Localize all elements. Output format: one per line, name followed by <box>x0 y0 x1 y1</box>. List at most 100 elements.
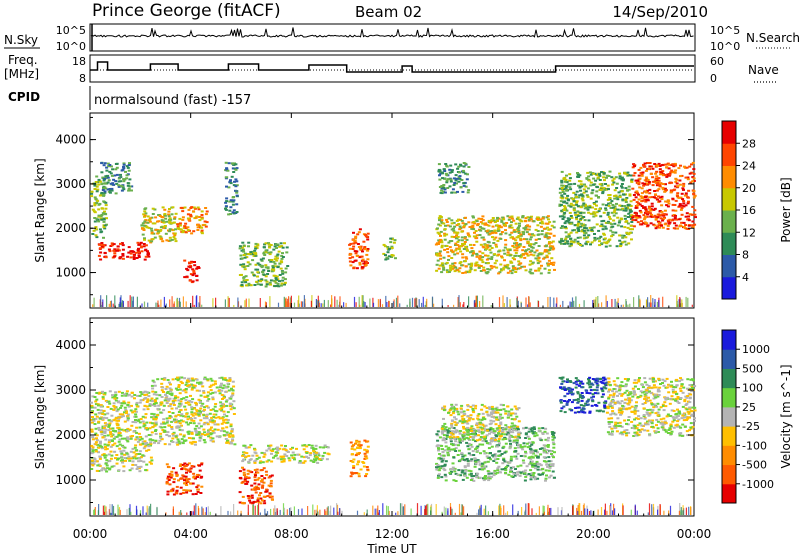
echo-cell <box>110 465 114 468</box>
echo-cell <box>443 238 447 241</box>
echo-cell <box>536 451 539 454</box>
ground-scatter-mark <box>476 295 478 307</box>
echo-cell <box>192 419 196 422</box>
echo-cell <box>162 418 166 421</box>
ground-scatter-mark <box>102 299 104 307</box>
echo-cell <box>116 245 120 248</box>
echo-cell <box>671 171 675 174</box>
echo-cell <box>263 477 267 480</box>
echo-cell <box>189 421 193 424</box>
echo-cell <box>260 475 264 477</box>
echo-cell <box>203 431 207 434</box>
echo-cell <box>166 475 170 478</box>
echo-cell <box>435 433 439 436</box>
colorbar-tick-label: 4 <box>742 271 749 284</box>
echo-cell <box>633 172 637 174</box>
echo-cell <box>101 390 104 393</box>
ground-scatter-mark <box>479 301 481 307</box>
echo-cell <box>626 189 630 192</box>
echo-cell <box>643 162 647 165</box>
echo-cell <box>110 189 114 192</box>
echo-cell <box>364 475 368 478</box>
echo-cell <box>276 257 279 260</box>
echo-cell <box>446 448 450 451</box>
echo-cell <box>192 206 196 209</box>
echo-cell <box>98 456 102 459</box>
echo-cell <box>220 407 224 409</box>
echo-cell <box>567 204 571 207</box>
echo-cell <box>449 178 453 181</box>
echo-cell <box>452 229 456 232</box>
ground-scatter-mark <box>339 296 341 307</box>
echo-cell <box>112 178 116 181</box>
echo-cell <box>139 418 143 420</box>
echo-cell <box>673 222 677 225</box>
echo-cell <box>358 263 362 266</box>
echo-cell <box>318 446 322 449</box>
echo-cell <box>482 246 486 249</box>
echo-cell <box>138 450 142 453</box>
echo-cell <box>463 236 467 239</box>
echo-cell <box>172 481 176 484</box>
echo-cell <box>656 198 660 201</box>
echo-cell <box>464 246 468 248</box>
echo-cell <box>92 229 96 232</box>
echo-cell <box>120 404 124 407</box>
echo-cell <box>532 220 536 223</box>
echo-cell <box>110 242 114 245</box>
echo-cell <box>461 244 465 247</box>
echo-cell <box>170 392 174 395</box>
echo-cell <box>145 444 149 447</box>
echo-cell <box>638 216 642 219</box>
echo-cell <box>245 279 249 281</box>
ground-scatter-mark <box>330 304 332 307</box>
echo-cell <box>448 264 452 267</box>
echo-cell <box>464 216 467 219</box>
echo-cell <box>655 175 659 178</box>
echo-cell <box>511 245 515 247</box>
echo-cell <box>201 402 205 405</box>
echo-cell <box>644 200 648 203</box>
echo-cell <box>253 476 257 479</box>
echo-cell <box>545 449 549 452</box>
echo-cell <box>689 181 693 184</box>
echo-cell <box>144 249 148 252</box>
echo-cell <box>498 271 502 274</box>
echo-cell <box>677 167 681 170</box>
echo-cell <box>185 471 188 474</box>
echo-cell <box>676 195 679 198</box>
echo-cell <box>185 396 189 399</box>
echo-cell <box>195 389 199 392</box>
echo-cell <box>120 415 124 418</box>
echo-cell <box>474 434 478 437</box>
echo-cell <box>183 479 186 482</box>
echo-cell <box>565 185 569 188</box>
echo-cell <box>196 490 200 493</box>
echo-cell <box>256 268 260 271</box>
echo-cell <box>161 386 165 389</box>
echo-cell <box>129 450 133 453</box>
echo-cell <box>563 222 567 225</box>
echo-cell <box>518 267 522 270</box>
echo-cell <box>537 233 541 236</box>
ground-scatter-mark <box>285 298 287 307</box>
echo-cell <box>521 448 525 451</box>
echo-cell <box>442 187 446 189</box>
echo-cell <box>256 283 260 286</box>
echo-cell <box>545 216 549 219</box>
echo-cell <box>198 464 201 467</box>
echo-cell <box>448 240 452 243</box>
echo-cell <box>99 215 103 218</box>
echo-cell <box>561 240 565 243</box>
echo-cell <box>121 415 125 418</box>
echo-cell <box>491 217 495 219</box>
echo-cell <box>229 397 233 400</box>
echo-cell <box>115 445 119 448</box>
echo-cell <box>158 230 162 232</box>
echo-cell <box>562 216 566 219</box>
echo-cell <box>573 211 577 214</box>
echo-cell <box>442 184 446 186</box>
echo-cell <box>144 219 148 222</box>
echo-cell <box>196 229 200 231</box>
echo-cell <box>191 493 195 496</box>
